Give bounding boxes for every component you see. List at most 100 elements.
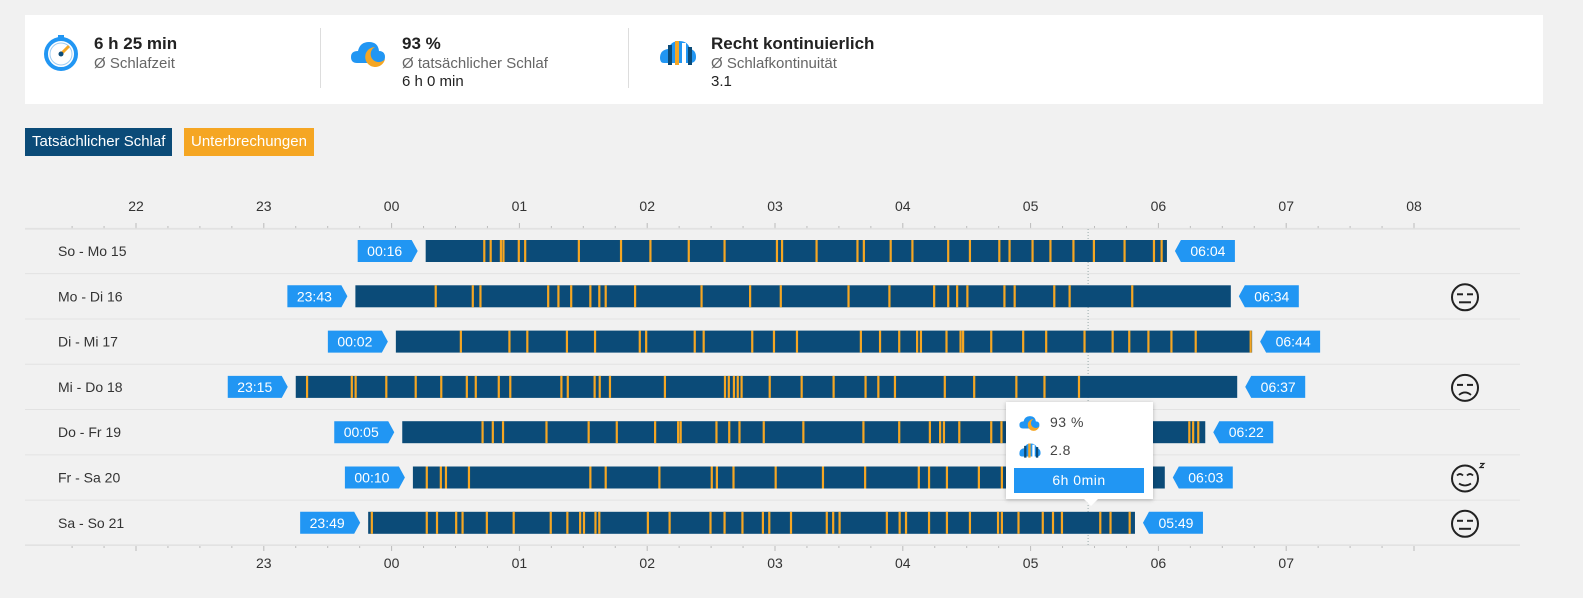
time-tag-shape	[334, 421, 395, 444]
interruption-mark	[1099, 511, 1102, 534]
interruption-mark	[1049, 240, 1052, 262]
time-tag-shape	[1238, 285, 1299, 308]
time-tag-shape	[357, 240, 418, 262]
interruption-mark	[1147, 330, 1150, 353]
time-tag-label: 00:02	[337, 334, 372, 350]
interruption-mark	[968, 511, 972, 534]
interruption-mark	[888, 285, 891, 308]
interruption-mark	[736, 375, 739, 398]
bedtime-tag: 23:43	[287, 285, 348, 308]
time-tag-label: 00:10	[354, 470, 389, 486]
interruption-mark	[524, 240, 527, 262]
interruption-mark	[916, 330, 919, 353]
interruption-mark	[1008, 240, 1011, 262]
bedtime-tag: 23:15	[227, 375, 288, 398]
interruption-mark	[956, 285, 959, 308]
interruption-mark	[649, 240, 652, 262]
interruption-mark	[615, 421, 618, 444]
interruption-mark	[509, 375, 512, 398]
interruption-mark	[1131, 285, 1134, 308]
interruption-mark	[499, 240, 503, 262]
time-tag-label: 06:44	[1276, 334, 1311, 350]
interruption-mark	[370, 511, 373, 534]
sleep-bar	[355, 285, 1231, 308]
wakeup-tag: 06:04	[1174, 240, 1235, 262]
interruption-mark	[898, 511, 901, 534]
legend-actual-sleep[interactable]: Tatsächlicher Schlaf	[25, 128, 173, 156]
face-part	[1478, 462, 1486, 469]
interruption-mark	[959, 330, 962, 353]
x-tick-label-top: 23	[256, 198, 272, 214]
interruption-mark	[589, 466, 592, 489]
tooltip-continuity-row: 2.8	[1018, 440, 1070, 462]
interruption-mark	[1003, 285, 1006, 308]
interruption-mark	[1000, 511, 1003, 534]
interruption-mark	[305, 375, 309, 398]
interruption-mark	[838, 511, 841, 534]
interruption-mark	[501, 421, 505, 444]
interruption-mark	[414, 375, 417, 398]
interruption-mark	[943, 375, 946, 398]
interruption-mark	[762, 421, 765, 444]
x-tick-label-top: 08	[1406, 198, 1422, 214]
interruption-mark	[732, 375, 736, 398]
interruption-mark	[1170, 330, 1173, 353]
interruption-mark	[751, 330, 754, 353]
interruption-mark	[795, 330, 799, 353]
divider	[628, 28, 629, 88]
interruption-mark	[467, 466, 471, 489]
interruption-mark	[947, 285, 950, 308]
interruption-mark	[977, 466, 980, 489]
interruption-mark	[1109, 511, 1112, 534]
interruption-mark	[638, 330, 641, 353]
sleep-bar	[395, 330, 1253, 353]
interruption-mark	[904, 511, 908, 534]
interruption-mark	[471, 285, 474, 308]
time-tag-label: 06:34	[1254, 288, 1289, 304]
interruption-mark	[508, 330, 511, 353]
interruption-mark	[549, 511, 552, 534]
interruption-mark	[512, 511, 515, 534]
interruption-mark	[587, 421, 590, 444]
interruption-mark	[821, 466, 825, 489]
x-tick-label-bottom: 02	[639, 555, 655, 571]
sleep-time-label: Ø Schlafzeit	[94, 55, 175, 72]
bedtime-tag: 00:02	[327, 330, 388, 353]
interruption-mark	[570, 285, 573, 308]
time-tag-shape	[344, 466, 405, 489]
interruption-mark	[832, 511, 835, 534]
interruption-mark	[598, 285, 601, 308]
interruption-mark	[646, 511, 649, 534]
x-tick-label-bottom: 07	[1278, 555, 1294, 571]
interruption-mark	[1043, 375, 1046, 398]
interruption-mark	[1249, 330, 1252, 353]
interruption-mark	[885, 511, 888, 534]
interruption-mark	[917, 466, 920, 489]
interruption-mark	[945, 330, 948, 353]
interruption-mark	[877, 375, 880, 398]
interruption-mark	[939, 421, 942, 444]
interruption-mark	[1197, 421, 1200, 444]
interruption-mark	[1188, 421, 1191, 444]
interruption-mark	[945, 511, 949, 534]
row-label: Sa - So 21	[58, 515, 124, 531]
legend-interruptions[interactable]: Unterbrechungen	[184, 128, 314, 156]
time-tag-shape	[287, 285, 348, 308]
interruption-mark	[990, 421, 993, 444]
face-part	[1451, 509, 1479, 538]
interruption-mark	[942, 421, 946, 444]
divider	[320, 28, 321, 88]
interruption-mark	[1060, 511, 1064, 534]
interruption-mark	[862, 421, 865, 444]
neutral-face-icon	[1451, 509, 1479, 538]
x-tick-label-bottom: 03	[767, 555, 783, 571]
interruption-mark	[459, 330, 462, 353]
interruption-mark	[1053, 285, 1056, 308]
interruption-mark	[579, 511, 582, 534]
interruption-mark	[497, 375, 500, 398]
interruption-mark	[485, 511, 488, 534]
interruption-mark	[1192, 421, 1195, 444]
interruption-mark	[1072, 240, 1075, 262]
interruption-mark	[455, 511, 458, 534]
